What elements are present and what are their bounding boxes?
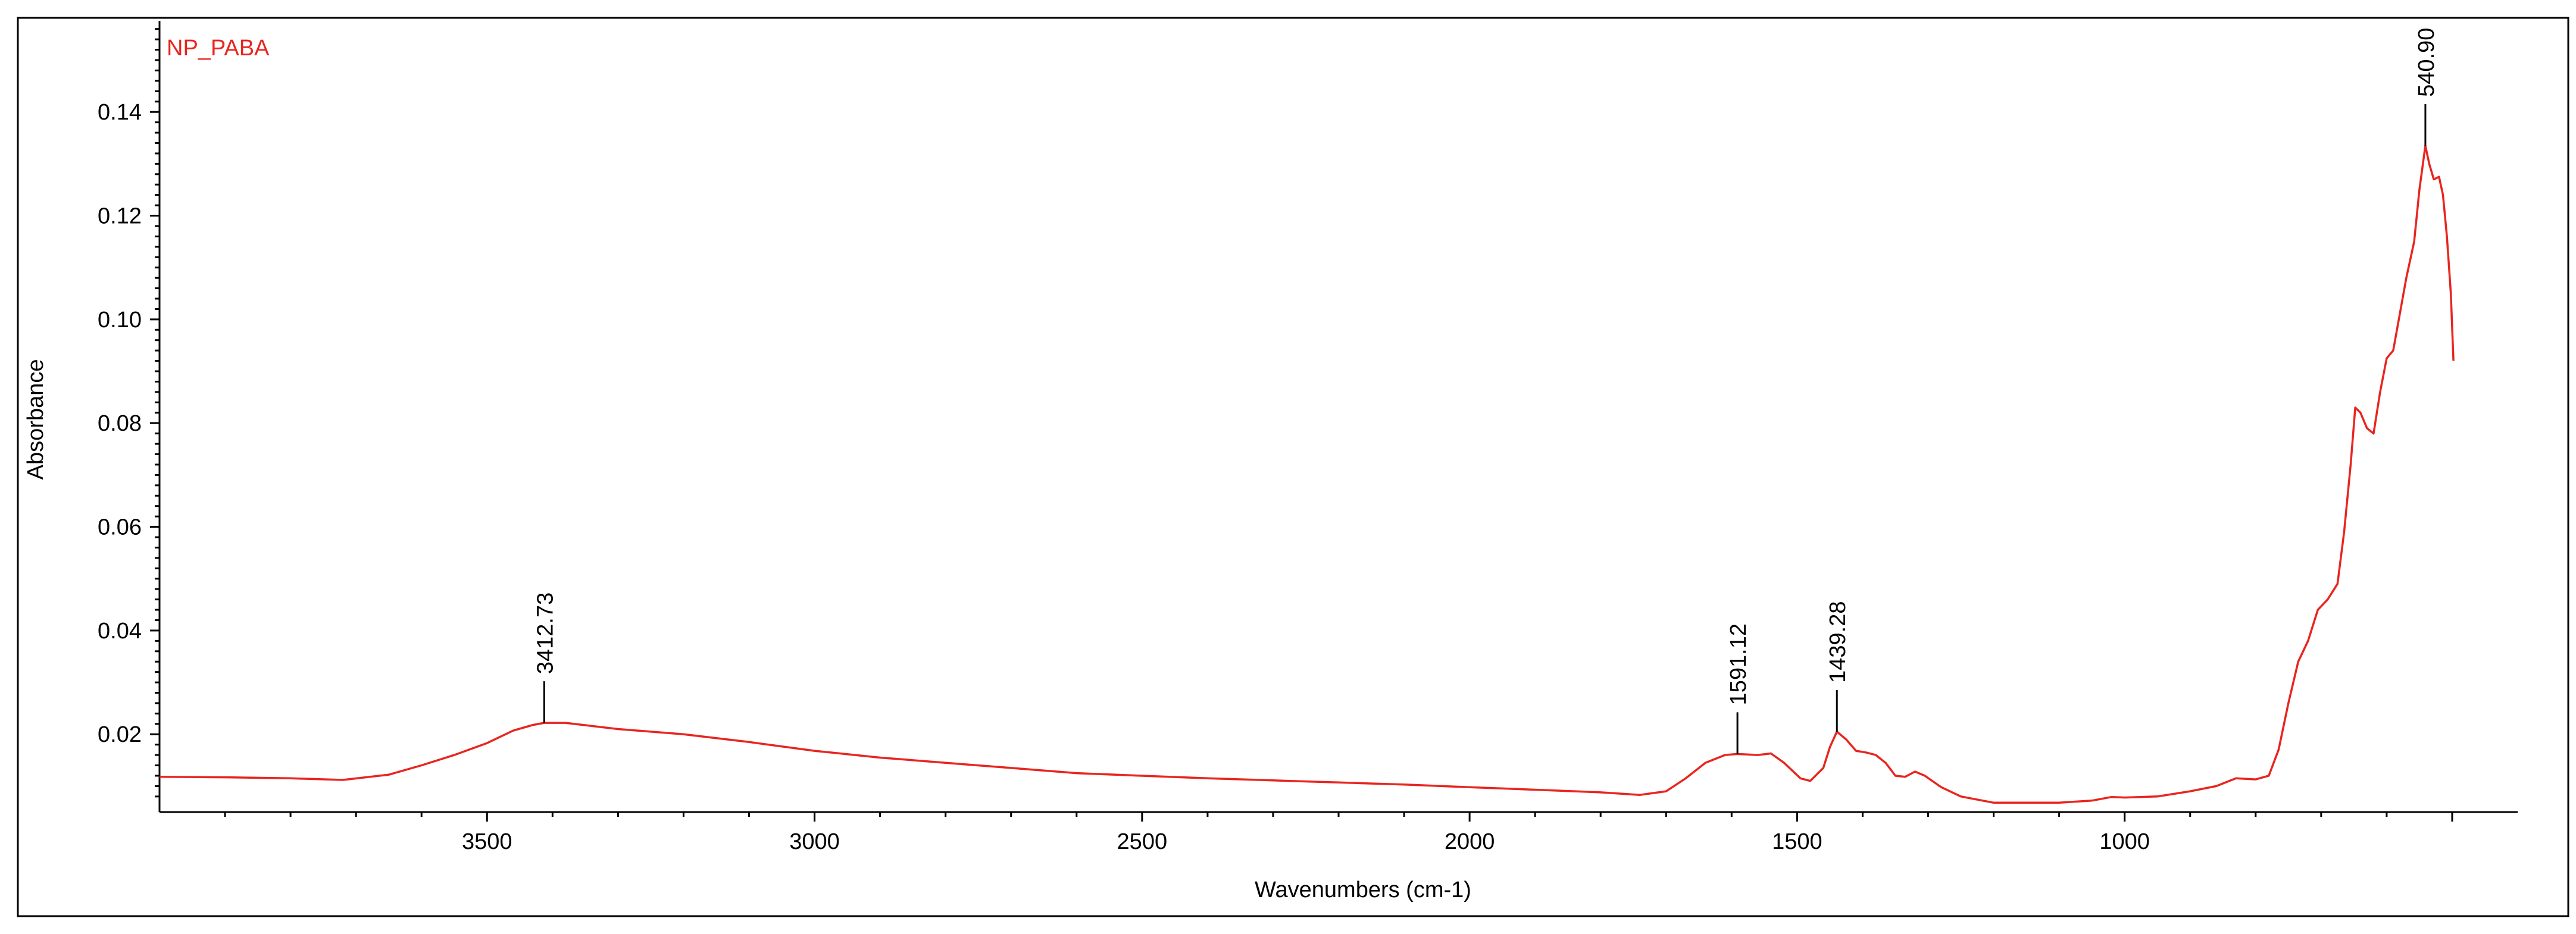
y-tick-label: 0.14 — [98, 100, 142, 125]
spectrum-line — [159, 145, 2455, 804]
chart-title: NP_PABA — [167, 36, 270, 61]
y-tick-label: 0.12 — [98, 204, 142, 229]
x-tick-label: 2000 — [1445, 829, 1495, 854]
x-tick-label: 3000 — [789, 829, 840, 854]
peak-annotations: 3412.73 1591.12 1439.28 540.90 — [533, 28, 2439, 754]
x-tick-label: 1500 — [1772, 829, 1822, 854]
peak-label: 1439.28 — [1825, 601, 1850, 683]
x-tick-label: 3500 — [462, 829, 512, 854]
outer-frame — [17, 17, 2569, 917]
series-group — [159, 145, 2455, 804]
y-tick-label: 0.10 — [98, 308, 142, 333]
x-tick-label: 2500 — [1117, 829, 1168, 854]
x-tick-label: 1000 — [2099, 829, 2150, 854]
x-axis-label: Wavenumbers (cm-1) — [1255, 877, 1471, 902]
axes: 3500 3000 2500 2000 1500 1000 0.02 0.04 0.06 0.08… — [98, 21, 2518, 854]
y-tick-label: 0.04 — [98, 619, 142, 644]
peak-label: 3412.73 — [533, 593, 558, 674]
y-axis-label: Absorbance — [23, 359, 48, 480]
y-tick-label: 0.02 — [98, 722, 142, 747]
peak-label: 1591.12 — [1726, 623, 1751, 705]
y-tick-label: 0.06 — [98, 515, 142, 540]
peak-label: 540.90 — [2414, 28, 2439, 97]
y-tick-label: 0.08 — [98, 411, 142, 436]
